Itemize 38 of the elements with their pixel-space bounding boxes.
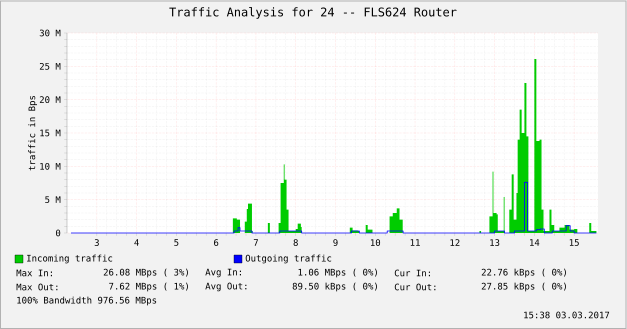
text: 26.08 MBps ( 3%) xyxy=(104,268,188,278)
y-tick-label: 5 M xyxy=(45,196,60,203)
text: 89.50 kBps ( 0%) xyxy=(292,282,377,292)
text: Max Out: xyxy=(16,284,58,290)
text: 22.76 kBps ( 0%) xyxy=(482,268,566,278)
y-tick-label: 25 M xyxy=(40,62,60,70)
y-tick-label: 15 M xyxy=(40,130,60,136)
text: 15:38 03.03.2017 xyxy=(524,312,610,318)
x-tick-label: 6 xyxy=(214,239,218,246)
x-tick-label: 12 xyxy=(450,239,460,246)
text: 7.62 MBps ( 1%) xyxy=(109,282,188,292)
text: Avg Out: xyxy=(205,282,246,292)
x-tick-label: 13 xyxy=(490,239,500,246)
chart-title: Traffic Analysis for 24 -- FLS624 Router xyxy=(169,7,456,19)
x-tick-label: 15 xyxy=(570,239,579,246)
x-tick-label: 14 xyxy=(530,239,540,246)
text: 27.85 kBps ( 0%) xyxy=(482,282,566,292)
y-tick-label: 20 M xyxy=(40,96,60,104)
text: Cur In: xyxy=(394,270,430,276)
y-tick-label: 0 xyxy=(56,230,60,236)
text: 1.06 MBps ( 0%) xyxy=(298,268,377,278)
x-tick-label: 11 xyxy=(410,239,420,246)
y-axis-title: traffic in Bps xyxy=(28,96,38,170)
text: 100% Bandwidth 976.56 MBps xyxy=(17,296,156,306)
text: Cur Out: xyxy=(394,284,436,290)
text: Avg In: xyxy=(205,268,241,278)
x-tick-label: 9 xyxy=(333,239,338,246)
x-tick-label: 5 xyxy=(174,239,178,246)
y-tick-label: 10 M xyxy=(40,162,60,170)
x-tick-label: 3 xyxy=(94,239,99,246)
x-tick-label: 4 xyxy=(134,239,139,246)
text: Max In: xyxy=(16,270,52,276)
legend-label: Outgoing traffic xyxy=(246,254,332,264)
legend-label: Incoming traffic xyxy=(27,254,112,264)
x-tick-label: 8 xyxy=(294,239,298,246)
y-tick-label: 30 M xyxy=(40,30,60,36)
x-tick-label: 7 xyxy=(254,239,258,246)
x-tick-label: 10 xyxy=(370,239,380,246)
